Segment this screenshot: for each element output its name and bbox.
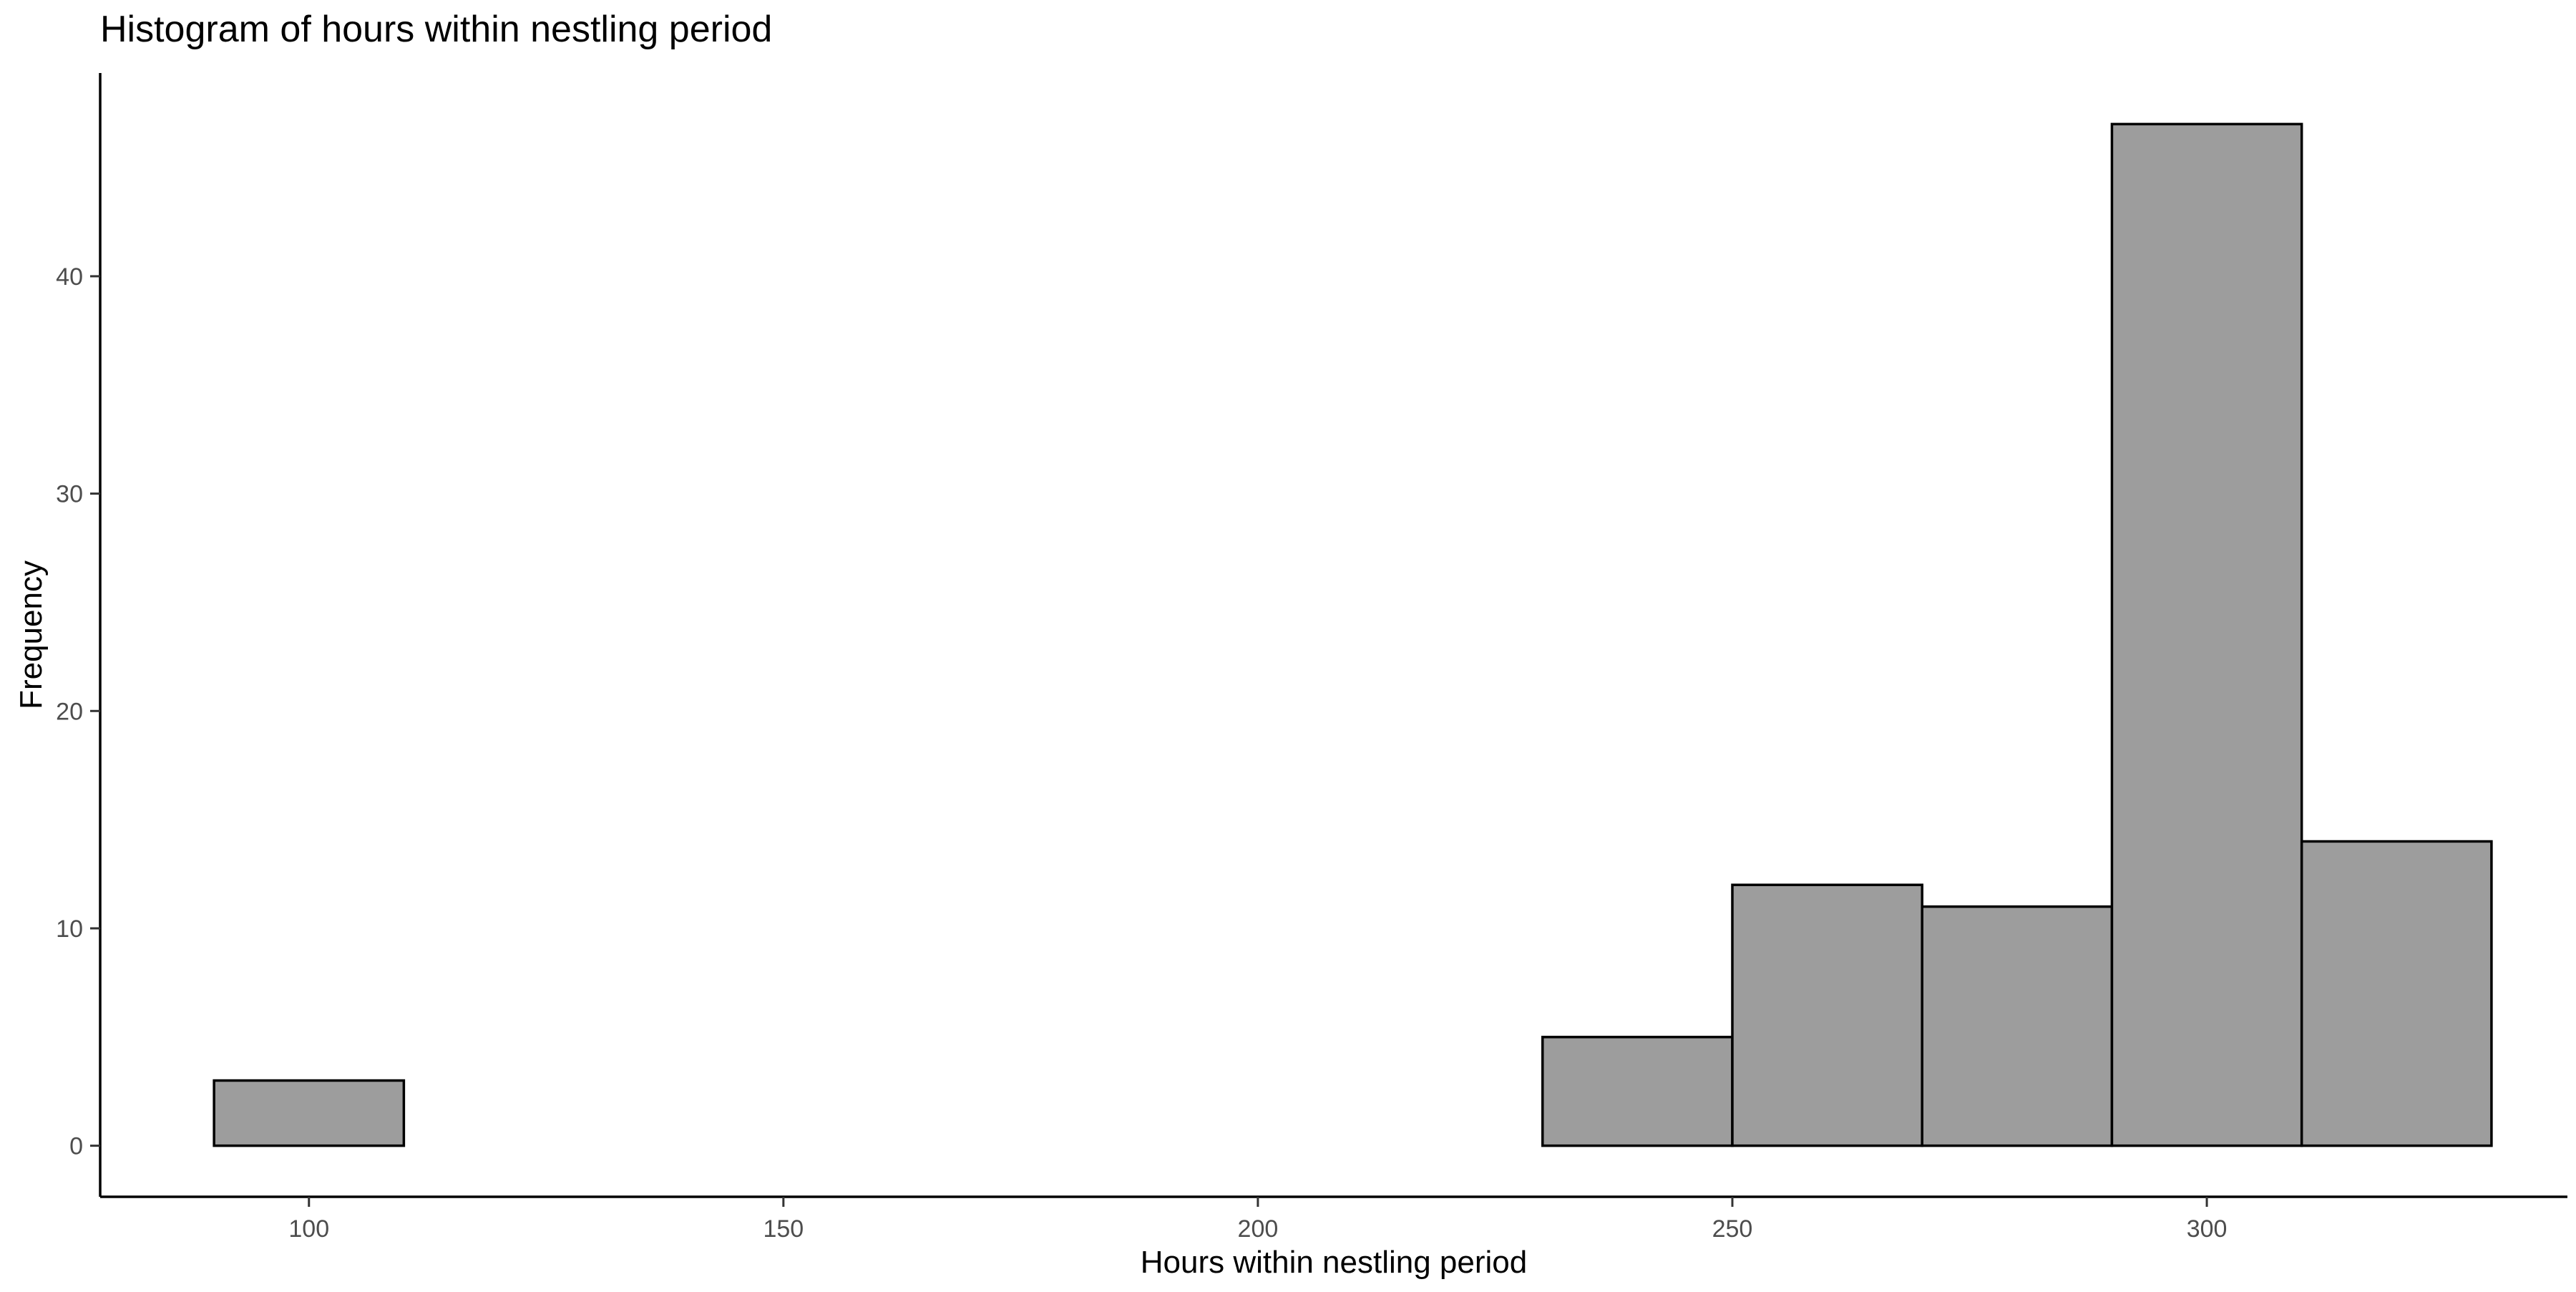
x-axis-ticks: 100 150 200 250 300 <box>288 1197 2227 1243</box>
y-tick-label: 0 <box>69 1133 83 1160</box>
bars-layer <box>213 122 2493 1147</box>
y-axis-title: Frequency <box>14 560 49 709</box>
y-axis-ticks: 0 10 20 30 40 <box>56 263 100 1160</box>
x-tick-label: 300 <box>2187 1215 2228 1243</box>
histogram-bar-0 <box>213 1079 406 1147</box>
histogram-bar-9 <box>1921 905 2114 1147</box>
histogram-bar-11 <box>2300 840 2493 1147</box>
histogram-bar-7 <box>1541 1036 1734 1147</box>
x-axis-title: Hours within nestling period <box>1141 1245 1528 1280</box>
y-tick-label: 40 <box>56 263 83 291</box>
y-tick-label: 20 <box>56 698 83 725</box>
x-tick-label: 150 <box>763 1215 804 1243</box>
x-tick-label: 200 <box>1238 1215 1279 1243</box>
y-tick-label: 30 <box>56 481 83 508</box>
histogram-bar-10 <box>2110 122 2303 1147</box>
chart-title: Histogram of hours within nestling perio… <box>100 9 772 50</box>
histogram-bar-8 <box>1731 883 1923 1147</box>
axes-layer <box>99 73 2567 1198</box>
x-tick-label: 250 <box>1712 1215 1753 1243</box>
x-tick-label: 100 <box>288 1215 329 1243</box>
y-tick-label: 10 <box>56 915 83 943</box>
